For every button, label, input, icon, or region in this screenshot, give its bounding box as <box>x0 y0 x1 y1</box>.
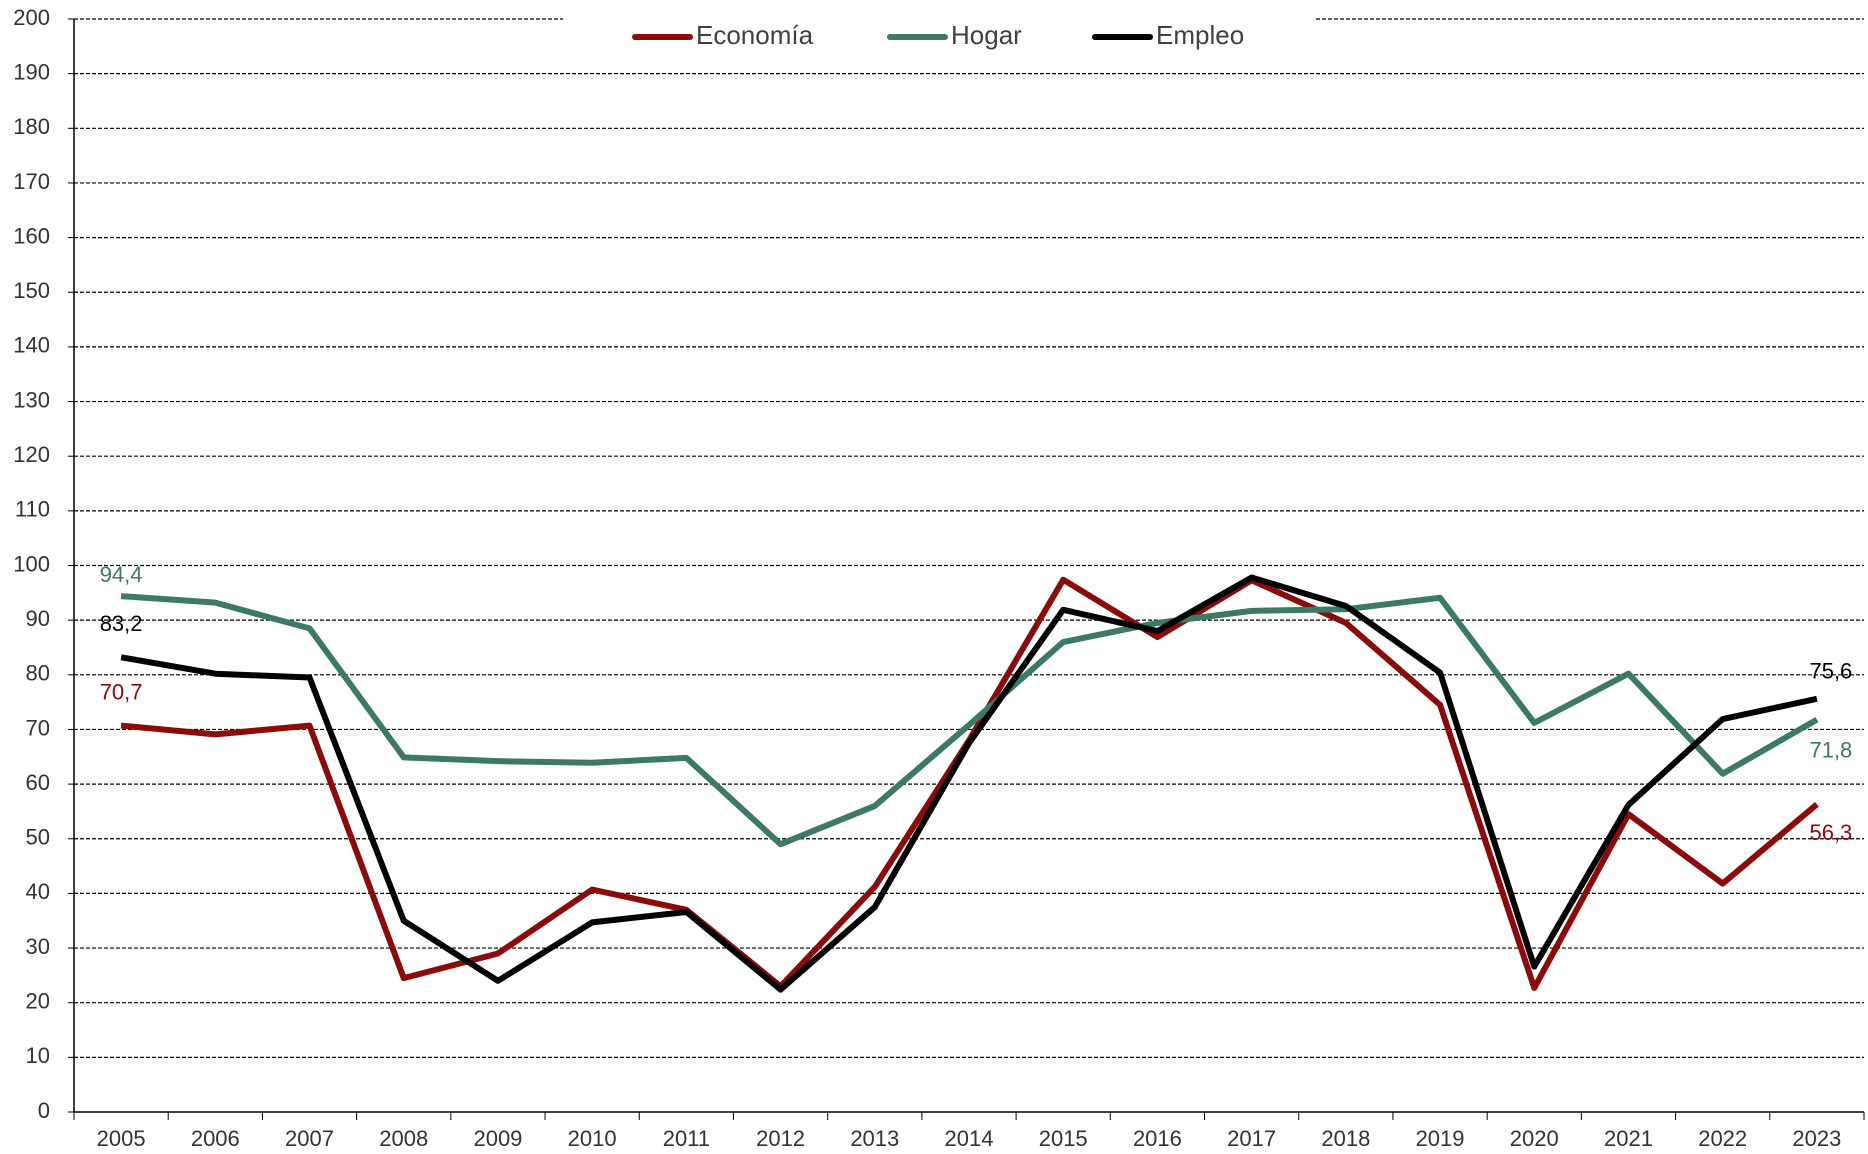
x-tick-label: 2022 <box>1698 1126 1747 1151</box>
data-label: 56,3 <box>1809 820 1852 845</box>
y-tick-label: 170 <box>13 169 50 194</box>
x-tick-label: 2008 <box>379 1126 428 1151</box>
data-label: 71,8 <box>1809 737 1852 762</box>
y-tick-label: 100 <box>13 551 50 576</box>
legend-label: Economía <box>696 20 814 50</box>
y-tick-label: 70 <box>26 715 50 740</box>
y-tick-label: 0 <box>38 1098 50 1123</box>
y-tick-label: 60 <box>26 770 50 795</box>
y-tick-label: 120 <box>13 442 50 467</box>
data-label: 70,7 <box>100 679 143 704</box>
y-tick-label: 10 <box>26 1043 50 1068</box>
x-tick-label: 2016 <box>1133 1126 1182 1151</box>
x-tick-label: 2015 <box>1039 1126 1088 1151</box>
legend-label: Hogar <box>951 20 1022 50</box>
y-tick-label: 40 <box>26 879 50 904</box>
x-tick-label: 2012 <box>756 1126 805 1151</box>
line-series <box>120 574 1818 993</box>
legend-label: Empleo <box>1156 20 1244 50</box>
data-label: 94,4 <box>100 562 143 587</box>
y-tick-label: 150 <box>13 278 50 303</box>
x-tick-label: 2020 <box>1510 1126 1559 1151</box>
line-series <box>120 593 1819 848</box>
y-tick-label: 200 <box>13 5 50 30</box>
y-tick-label: 30 <box>26 934 50 959</box>
x-tick-label: 2023 <box>1792 1126 1841 1151</box>
x-tick-label: 2018 <box>1321 1126 1370 1151</box>
y-tick-label: 160 <box>13 223 50 248</box>
data-label: 75,6 <box>1809 659 1852 684</box>
y-tick-label: 50 <box>26 825 50 850</box>
y-tick-label: 130 <box>13 387 50 412</box>
y-tick-label: 110 <box>15 497 50 522</box>
y-tick-label: 90 <box>26 606 50 631</box>
y-tick-label: 20 <box>26 989 50 1014</box>
y-tick-label: 190 <box>13 59 50 84</box>
x-tick-label: 2014 <box>945 1126 994 1151</box>
x-tick-label: 2010 <box>568 1126 617 1151</box>
x-tick-label: 2009 <box>473 1126 522 1151</box>
y-tick-label: 80 <box>26 661 50 686</box>
x-tick-label: 2007 <box>285 1126 334 1151</box>
y-tick-label: 180 <box>13 114 50 139</box>
x-tick-label: 2006 <box>191 1126 240 1151</box>
x-tick-label: 2017 <box>1227 1126 1276 1151</box>
x-tick-label: 2013 <box>850 1126 899 1151</box>
data-label: 83,2 <box>100 611 143 636</box>
legend-box <box>563 0 1316 60</box>
x-tick-label: 2019 <box>1416 1126 1465 1151</box>
y-tick-label: 140 <box>13 333 50 358</box>
x-tick-label: 2021 <box>1604 1126 1653 1151</box>
x-tick-label: 2011 <box>663 1126 710 1151</box>
x-tick-label: 2005 <box>97 1126 146 1151</box>
